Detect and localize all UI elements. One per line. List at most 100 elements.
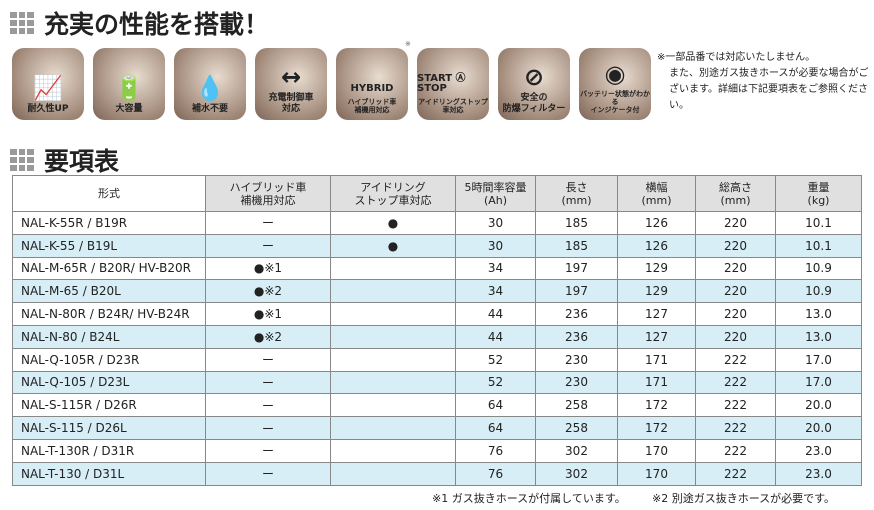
table-cell: 30	[455, 211, 536, 235]
feature-icons: 📈 耐久性UP 🔋 大容量 💧 補水不要 ↔ 充電制御車 対応 HYBRID ハイブリッド車 補機…	[12, 48, 651, 120]
table-row: NAL-T-130R / D31R ー 76 302 170 222 23.0	[12, 438, 862, 463]
hybrid-car-icon: HYBRID	[350, 82, 394, 94]
table-cell: 222	[695, 393, 776, 418]
table-cell: 170	[617, 461, 696, 486]
column-header: 形式	[12, 175, 206, 212]
table-row: NAL-K-55R / B19R ー ● 30 185 126 220 10.1	[12, 211, 862, 235]
indicator-icon: ◉	[604, 59, 626, 88]
table-cell: 13.0	[775, 324, 862, 349]
table-cell: ●※1	[205, 256, 331, 281]
table-cell: 23.0	[775, 461, 862, 486]
table-cell: 10.9	[775, 256, 862, 281]
table-cell: ー	[205, 233, 331, 258]
table-cell: 171	[617, 347, 696, 372]
table-cell: ●※1	[205, 302, 331, 326]
feature-indicator: ◉ バッテリー状態がわかる インジケータ付	[579, 48, 651, 120]
table-cell	[330, 347, 456, 372]
table-cell: 220	[695, 256, 776, 281]
table-cell: NAL-Q-105R / D23R	[12, 347, 206, 372]
table-cell	[330, 324, 456, 349]
table-cell: NAL-M-65R / B20R/ HV-B20R	[12, 256, 206, 281]
table-row: NAL-N-80 / B24L ●※2 44 236 127 220 13.0	[12, 324, 862, 349]
table-cell: 236	[535, 324, 618, 349]
spec-heading: 要項表	[10, 142, 119, 178]
table-cell: NAL-S-115 / D26L	[12, 416, 206, 440]
feature-hybrid-car: HYBRID ハイブリッド車 補機用対応	[336, 48, 408, 120]
table-cell: 220	[695, 211, 776, 235]
table-cell: 64	[455, 416, 536, 440]
table-cell: ー	[205, 370, 331, 395]
battery-large-icon: 🔋	[114, 73, 144, 102]
column-header: 5時間率容量 (Ah)	[455, 175, 536, 212]
table-cell: ●※2	[205, 324, 331, 349]
feature-note: ※一部品番では対応いたしません。また、別途ガス抜きホースが必要な場合がございます…	[657, 50, 872, 114]
table-cell: 44	[455, 302, 536, 326]
table-row: NAL-M-65R / B20R/ HV-B20R ●※1 34 197 129 220 1…	[12, 256, 862, 281]
table-cell: 302	[535, 461, 618, 486]
table-cell: 44	[455, 324, 536, 349]
table-cell: 10.1	[775, 211, 862, 235]
feature-label: 安全の 防爆フィルター	[502, 93, 566, 114]
table-cell: 30	[455, 233, 536, 258]
table-cell: 185	[535, 233, 618, 258]
table-row: NAL-S-115R / D26R ー 64 258 172 222 20.0	[12, 393, 862, 418]
table-cell: 127	[617, 302, 696, 326]
table-cell: 258	[535, 416, 618, 440]
table-cell: 172	[617, 416, 696, 440]
table-cell: 10.9	[775, 279, 862, 304]
feature-label: 耐久性UP	[27, 103, 69, 114]
table-cell: 230	[535, 370, 618, 395]
table-row: NAL-T-130 / D31L ー 76 302 170 222 23.0	[12, 461, 862, 486]
table-cell: 20.0	[775, 393, 862, 418]
table-cell: 222	[695, 416, 776, 440]
table-cell: ー	[205, 393, 331, 418]
table-cell: ー	[205, 461, 331, 486]
table-cell	[330, 461, 456, 486]
table-row: NAL-Q-105R / D23R ー 52 230 171 222 17.0	[12, 347, 862, 372]
grid-bullet-icon	[10, 12, 34, 34]
note-line2: また、別途ガス抜きホースが必要な場合がございます。詳細は下記要項表をご参照くださ…	[669, 68, 869, 111]
table-cell: 220	[695, 324, 776, 349]
table-cell: 13.0	[775, 302, 862, 326]
column-header: 横幅 (mm)	[617, 175, 696, 212]
table-cell: 236	[535, 302, 618, 326]
table-cell: 34	[455, 256, 536, 281]
table-row: NAL-Q-105 / D23L ー 52 230 171 222 17.0	[12, 370, 862, 395]
table-cell: 197	[535, 279, 618, 304]
table-cell	[330, 302, 456, 326]
table-row: NAL-S-115 / D26L ー 64 258 172 222 20.0	[12, 416, 862, 440]
table-cell: NAL-N-80R / B24R/ HV-B24R	[12, 302, 206, 326]
table-cell	[330, 256, 456, 281]
table-cell: ー	[205, 438, 331, 463]
table-cell: 220	[695, 233, 776, 258]
table-cell: ー	[205, 347, 331, 372]
chart-up-icon: 📈	[33, 73, 63, 102]
table-cell: 52	[455, 370, 536, 395]
table-cell: 185	[535, 211, 618, 235]
table-cell: 52	[455, 347, 536, 372]
table-cell: ●※2	[205, 279, 331, 304]
table-cell: 76	[455, 461, 536, 486]
feature-battery-large: 🔋 大容量	[93, 48, 165, 120]
table-cell: 220	[695, 302, 776, 326]
no-water-icon: 💧	[195, 73, 225, 102]
table-cell: 126	[617, 211, 696, 235]
table-row: NAL-N-80R / B24R/ HV-B24R ●※1 44 236 127 220 1…	[12, 302, 862, 326]
table-cell: 230	[535, 347, 618, 372]
table-row: NAL-K-55 / B19L ー ● 30 185 126 220 10.1	[12, 233, 862, 258]
table-cell: 222	[695, 438, 776, 463]
note-line1: ※一部品番では対応いたしません。	[657, 52, 816, 63]
table-cell: 127	[617, 324, 696, 349]
feature-no-water: 💧 補水不要	[174, 48, 246, 120]
table-cell: 23.0	[775, 438, 862, 463]
table-cell: 220	[695, 279, 776, 304]
table-cell: 170	[617, 438, 696, 463]
table-cell: 17.0	[775, 370, 862, 395]
charge-control-icon: ↔	[280, 63, 302, 92]
table-cell: 172	[617, 393, 696, 418]
filter-icon: ⊘	[523, 63, 545, 92]
table-row: NAL-M-65 / B20L ●※2 34 197 129 220 10.9	[12, 279, 862, 304]
spec-table: 形式 ハイブリッド車 補機用対応 アイドリング ストップ車対応 5時間率容量 (Ah)…	[12, 175, 862, 486]
table-cell: ー	[205, 211, 331, 235]
table-cell	[330, 370, 456, 395]
